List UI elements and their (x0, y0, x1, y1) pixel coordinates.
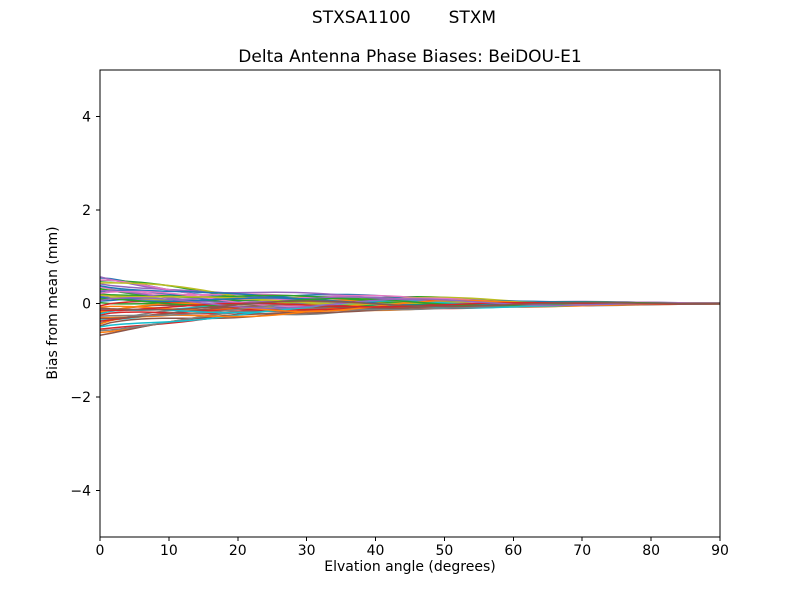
x-tick-label: 90 (711, 543, 729, 559)
figure-suptitle: STXSA1100 STXM (311, 8, 497, 28)
x-tick-label: 20 (229, 543, 247, 559)
x-tick-label: 50 (436, 543, 454, 559)
x-axis-label: Elvation angle (degrees) (324, 559, 496, 575)
x-tick-label: 70 (573, 543, 591, 559)
y-tick-label: 0 (82, 297, 91, 313)
x-tick-label: 60 (504, 543, 522, 559)
y-axis-label: Bias from mean (mm) (45, 226, 61, 380)
bias-line (100, 300, 720, 311)
y-tick-label: −2 (70, 390, 91, 406)
chart-title: Delta Antenna Phase Biases: BeiDOU-E1 (238, 47, 582, 67)
y-tick-label: −4 (70, 483, 91, 499)
x-tick-label: 30 (298, 543, 316, 559)
bias-line (100, 297, 720, 309)
y-tick-label: 4 (82, 110, 91, 126)
x-tick-label: 80 (642, 543, 660, 559)
x-tick-label: 10 (160, 543, 178, 559)
x-tick-label: 40 (367, 543, 385, 559)
y-tick-label: 2 (82, 203, 91, 219)
x-tick-label: 0 (96, 543, 105, 559)
